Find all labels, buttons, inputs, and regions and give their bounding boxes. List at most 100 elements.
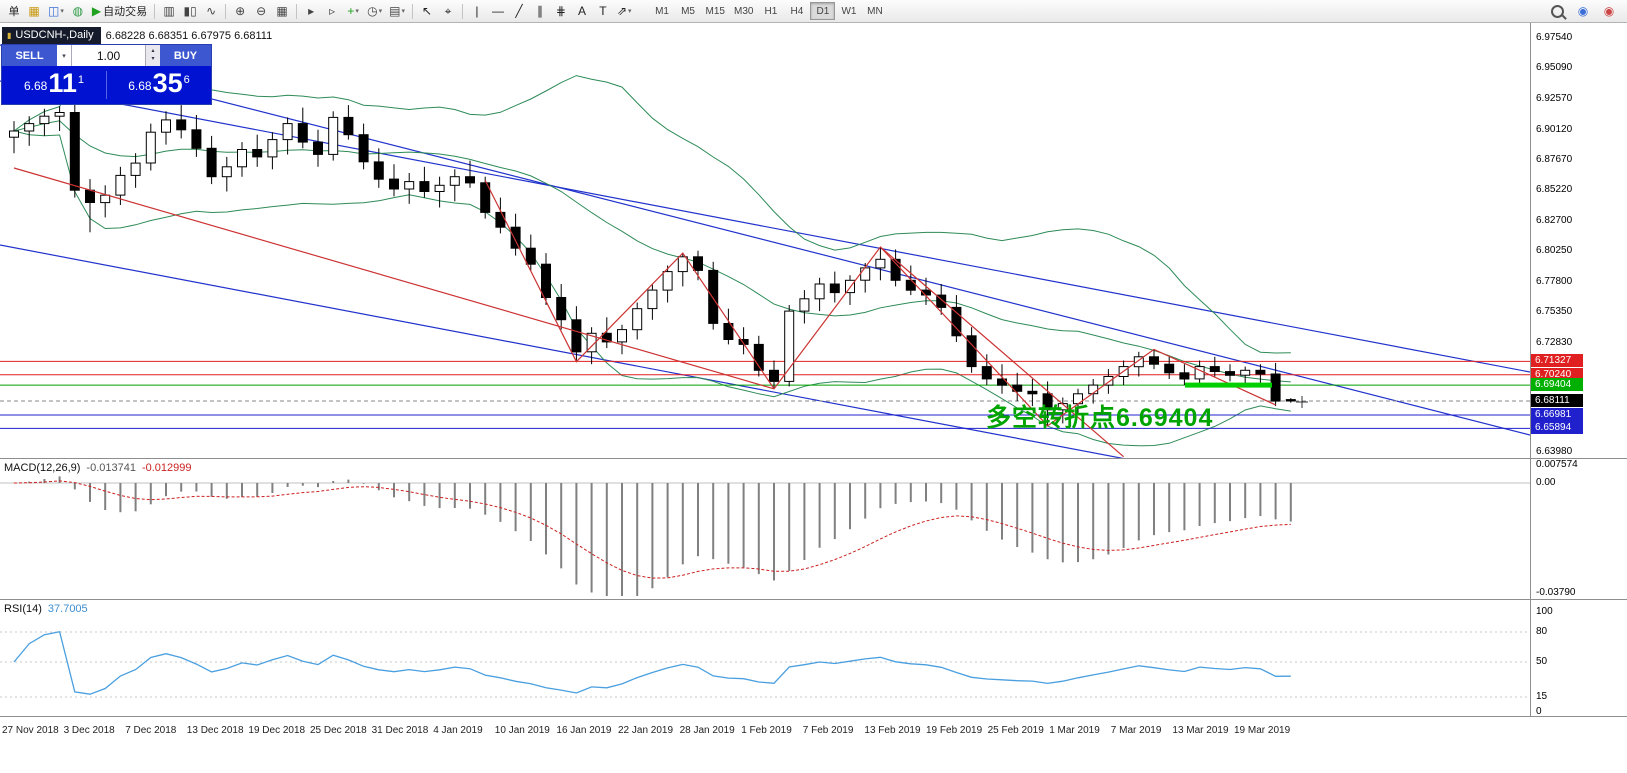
timeframe-h4[interactable]: H4 (784, 2, 809, 20)
candle-body (130, 162, 141, 176)
sell-price[interactable]: 6.68 11 1 (2, 69, 106, 101)
mql5-badge-icon[interactable]: ◉ (1573, 2, 1593, 21)
candlestick-chart-icon[interactable]: ▮▯ (180, 2, 200, 21)
ohlc-values: 6.68228 6.68351 6.67975 6.68111 (105, 29, 273, 42)
sell-button[interactable]: SELL (2, 45, 57, 66)
price-chart-canvas[interactable] (0, 23, 1530, 458)
timeframe-mn[interactable]: MN (862, 2, 887, 20)
stepper-down-icon[interactable]: ▾ (151, 55, 155, 62)
turning-point-annotation: 多空转折点6.69404 (986, 404, 1214, 432)
cursor-icon[interactable]: ↖ (417, 2, 437, 21)
buy-button[interactable]: BUY (160, 45, 211, 66)
auto-trading-button[interactable]: ▶ 自动交易 (89, 2, 150, 21)
chart-title: ▮ USDCNH-,Daily 6.68228 6.68351 6.67975 … (2, 27, 272, 44)
candle-body (282, 123, 293, 141)
candle-body (708, 269, 719, 324)
macd-axis-label: 0.007574 (1536, 459, 1578, 470)
candle-body (951, 306, 962, 337)
zigzag-line-3[interactable] (880, 246, 1124, 458)
candle-body (221, 166, 232, 178)
candle-body (115, 174, 126, 196)
periods-icon[interactable]: ◷ ▾ (364, 2, 385, 21)
time-axis-label: 31 Dec 2018 (371, 725, 429, 736)
toolbar-separator (225, 3, 227, 19)
rsi-axis-label: 100 (1536, 606, 1553, 617)
volume-stepper[interactable]: ▴ ▾ (145, 45, 160, 66)
rsi-panel-canvas[interactable] (0, 600, 1530, 716)
trendline-3[interactable] (0, 44, 1530, 436)
timeframe-m15[interactable]: M15 (702, 2, 729, 20)
buy-price[interactable]: 6.68 35 6 (107, 69, 211, 101)
search-icon[interactable] (1547, 2, 1567, 21)
time-axis-label: 7 Dec 2018 (125, 725, 177, 736)
text-label-icon[interactable]: T (593, 2, 613, 21)
panel-splitter[interactable] (0, 716, 1627, 717)
bar-chart-icon[interactable]: ▥ (159, 2, 179, 21)
time-axis[interactable]: 27 Nov 2018 3 Dec 2018 7 Dec 2018 13 Dec 20… (0, 717, 1627, 743)
chart-shift-icon[interactable]: ▹ (322, 2, 342, 21)
line-chart-icon[interactable]: ∿ (201, 2, 221, 21)
macd-panel-canvas[interactable] (0, 459, 1530, 599)
panel-splitter[interactable] (0, 458, 1627, 459)
time-axis-label: 13 Dec 2018 (186, 725, 244, 736)
timeframe-m5[interactable]: M5 (676, 2, 701, 20)
candle-body (1209, 366, 1220, 373)
profiles-icon[interactable]: ◫ ▾ (45, 2, 67, 21)
candle-body (191, 129, 202, 149)
horizontal-line-icon[interactable]: — (488, 2, 508, 21)
equidistant-channel-icon[interactable]: ∥ (530, 2, 550, 21)
stepper-up-icon[interactable]: ▴ (151, 48, 155, 55)
candle-body (890, 258, 901, 281)
crosshair-icon[interactable]: ⌖ (438, 2, 458, 21)
zoom-out-icon[interactable]: ⊖ (251, 2, 271, 21)
zigzag-line-1[interactable] (13, 167, 1276, 427)
macd-value-main: -0.013741 (86, 462, 136, 474)
candle-body (480, 182, 491, 213)
time-axis-label: 16 Jan 2019 (556, 725, 612, 736)
trendline-1[interactable] (0, 80, 1530, 373)
candle-body (161, 119, 171, 133)
zigzag-line-2[interactable] (484, 180, 775, 390)
new-order-button[interactable]: 单 (3, 2, 23, 21)
turning-point-marker[interactable] (1185, 382, 1272, 388)
one-click-trading-panel: SELL ▾ ▴▾ BUY 6.68 11 1 6.68 35 6 (1, 44, 212, 105)
fibonacci-icon[interactable]: ⋕ (551, 2, 571, 21)
timeframe-m1[interactable]: M1 (650, 2, 675, 20)
price-axis-label: 6.72830 (1536, 336, 1573, 348)
trendline-2[interactable] (0, 244, 1126, 458)
templates-icon[interactable]: ▤ ▾ (386, 2, 408, 21)
text-icon[interactable]: A (572, 2, 592, 21)
time-axis-label: 25 Dec 2018 (310, 725, 367, 736)
auto-scroll-icon[interactable]: ▸ (301, 2, 321, 21)
community-icon[interactable]: ◍ (68, 2, 88, 21)
price-tag-6.70240: 6.70240 (1531, 367, 1583, 381)
charts-toolbar-icon[interactable]: ▦ (24, 2, 44, 21)
time-axis-label: 13 Mar 2019 (1172, 725, 1229, 736)
candle-body (1164, 363, 1175, 374)
zoom-in-icon[interactable]: ⊕ (230, 2, 250, 21)
panel-splitter[interactable] (0, 599, 1627, 600)
candle-body (54, 112, 65, 117)
price-axis-label: 6.85220 (1536, 183, 1573, 195)
timeframe-m30[interactable]: M30 (730, 2, 757, 20)
tile-windows-icon[interactable]: ▦ (272, 2, 292, 21)
price-axis[interactable]: 6.97540 6.95090 6.92570 6.90120 6.87670 6.852… (1531, 0, 1627, 773)
volume-input[interactable] (72, 45, 145, 66)
symbol-label-box: ▮ USDCNH-,Daily (2, 27, 101, 44)
volume-dropdown-icon[interactable]: ▾ (57, 45, 72, 66)
trade-panel-divider (106, 71, 107, 99)
candle-body (829, 283, 840, 294)
timeframe-d1[interactable]: D1 (810, 2, 836, 20)
timeframe-h1[interactable]: H1 (758, 2, 783, 20)
candle-body (875, 258, 886, 269)
alerts-badge-icon[interactable]: ◉ (1599, 2, 1619, 21)
arrows-icon[interactable]: ⇗ ▾ (614, 2, 635, 21)
indicators-icon[interactable]: + ▾ (343, 2, 363, 21)
time-axis-label: 10 Jan 2019 (494, 725, 550, 736)
candle-body (9, 130, 19, 138)
candle-body (556, 297, 567, 321)
candle-body (465, 176, 475, 184)
vertical-line-icon[interactable]: | (467, 2, 487, 21)
timeframe-w1[interactable]: W1 (836, 2, 861, 20)
trendline-icon[interactable]: ╱ (509, 2, 529, 21)
